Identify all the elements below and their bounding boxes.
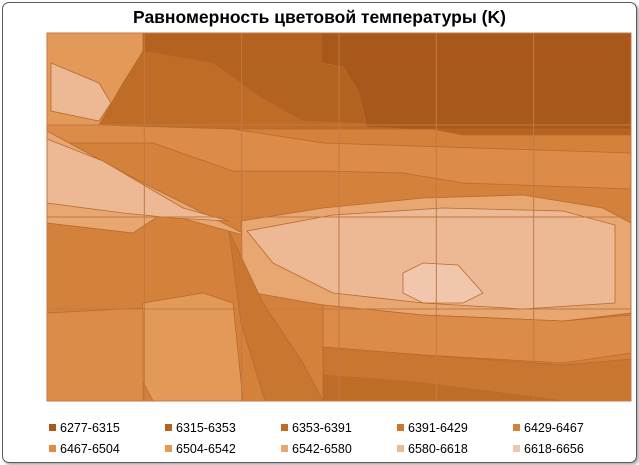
legend-label: 6467-6504 bbox=[60, 441, 120, 456]
legend-item: 6315-6353 bbox=[165, 417, 281, 438]
legend-item: 6504-6542 bbox=[165, 438, 281, 459]
legend-swatch bbox=[49, 424, 56, 431]
contour-region-6 bbox=[50, 62, 112, 122]
legend-swatch bbox=[165, 445, 172, 452]
legend-label: 6618-6656 bbox=[524, 441, 584, 456]
legend-label: 6391-6429 bbox=[408, 420, 468, 435]
legend-swatch bbox=[281, 445, 288, 452]
legend-item: 6277-6315 bbox=[49, 417, 165, 438]
legend-swatch bbox=[49, 445, 56, 452]
contour-region-8 bbox=[46, 138, 230, 222]
legend-item: 6542-6580 bbox=[281, 438, 397, 459]
legend-swatch bbox=[281, 424, 288, 431]
legend-swatch bbox=[513, 424, 520, 431]
legend-item: 6353-6391 bbox=[281, 417, 397, 438]
legend-label: 6429-6467 bbox=[524, 420, 584, 435]
legend-label: 6504-6542 bbox=[176, 441, 236, 456]
contour-plot bbox=[46, 32, 632, 402]
legend-item: 6467-6504 bbox=[49, 438, 165, 459]
legend-item: 6580-6618 bbox=[397, 438, 513, 459]
legend-swatch bbox=[397, 424, 404, 431]
legend-item: 6618-6656 bbox=[513, 438, 629, 459]
legend-label: 6277-6315 bbox=[60, 420, 120, 435]
legend-item: 6391-6429 bbox=[397, 417, 513, 438]
chart-title: Равномерность цветовой температуры (K) bbox=[133, 7, 506, 27]
contour-region-17 bbox=[46, 307, 144, 402]
legend: 6277-6315 6315-6353 6353-6391 6391-6429 6429… bbox=[49, 417, 629, 459]
legend-label: 6315-6353 bbox=[176, 420, 236, 435]
legend-item: 6429-6467 bbox=[513, 417, 629, 438]
legend-label: 6353-6391 bbox=[292, 420, 352, 435]
legend-swatch bbox=[513, 445, 520, 452]
legend-swatch bbox=[397, 445, 404, 452]
contour-region-3 bbox=[320, 32, 632, 130]
contour-region-11 bbox=[402, 262, 484, 304]
legend-label: 6542-6580 bbox=[292, 441, 352, 456]
legend-label: 6580-6618 bbox=[408, 441, 468, 456]
legend-swatch bbox=[165, 424, 172, 431]
